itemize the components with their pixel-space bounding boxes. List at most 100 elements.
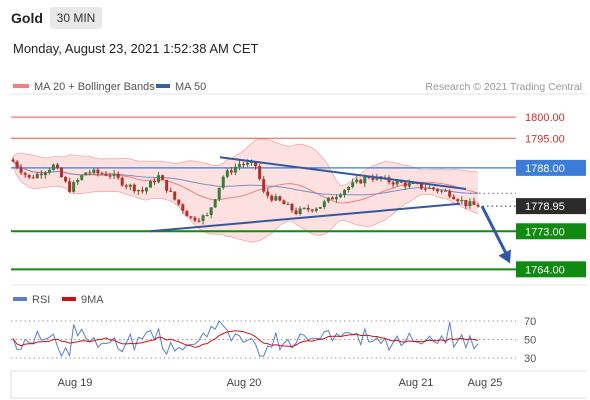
level-label: 1778.95 [525, 201, 565, 213]
candle-body [193, 217, 197, 221]
time-axis-label: Aug 20 [227, 377, 262, 389]
candle-body [258, 166, 262, 180]
candle-body [241, 163, 245, 165]
candle-body [343, 190, 347, 196]
candle-body [201, 215, 205, 221]
triangle-upper-trendline [219, 156, 467, 190]
candle-body [444, 190, 448, 192]
triangle-lower-trendline [149, 202, 461, 233]
candle-body [140, 189, 144, 192]
candle-body [262, 179, 266, 192]
forecast-arrow [480, 205, 509, 256]
legend-rsi-label: RSI [32, 294, 50, 306]
legend-9ma-label: 9MA [81, 294, 104, 306]
candle-body [427, 187, 431, 189]
price-level-labels: 1800.00 1795.00 1788.00 1778.95 1773.00 1764.… [516, 112, 586, 278]
candle-body [290, 203, 294, 211]
candle-body [189, 216, 193, 218]
candle-body [157, 175, 161, 183]
candle-body [84, 172, 88, 176]
candle-body [229, 170, 233, 173]
candle-body [310, 209, 314, 211]
candle-body [464, 199, 468, 207]
candle-body [278, 196, 282, 201]
legend-rsi-swatch [13, 297, 27, 301]
bollinger-band-fill [13, 139, 478, 243]
candle-body [165, 179, 169, 191]
candle-body [270, 195, 274, 201]
candle-body [68, 181, 72, 192]
candle-body [112, 173, 116, 176]
candle-body [217, 187, 221, 200]
candle-body [298, 208, 302, 215]
candle-body [88, 172, 92, 174]
candle-body [64, 177, 68, 182]
legend-9ma-swatch [62, 297, 76, 301]
rsi-tick-label: 70 [524, 316, 536, 328]
candle-body [355, 179, 359, 183]
chart-datetime: Monday, August 23, 2021 1:52:38 AM CET [13, 41, 259, 56]
legend-bollinger-label: MA 20 + Bollinger Bands [34, 81, 155, 93]
time-axis-label: Aug 19 [58, 377, 93, 389]
candle-body [19, 167, 23, 173]
candle-body [116, 173, 120, 178]
candle-body [318, 207, 322, 209]
candle-body [197, 220, 201, 222]
candle-body [246, 162, 250, 165]
candle-body [403, 182, 407, 187]
candle-body [169, 190, 173, 192]
candle-body [254, 161, 258, 167]
candle-body [440, 190, 444, 192]
candle-body [294, 210, 298, 215]
candle-body [371, 177, 375, 180]
candle-body [23, 172, 27, 175]
watermark: Research © 2021 Trading Central [425, 81, 582, 93]
candle-body [39, 173, 43, 176]
candle-body [205, 215, 209, 217]
candle-body [225, 170, 229, 177]
legend-bollinger-swatch [13, 84, 29, 88]
candle-body [43, 172, 47, 176]
candle-body [423, 188, 427, 190]
candle-body [274, 196, 278, 201]
candle-body [351, 182, 355, 187]
level-label-box [516, 159, 586, 176]
candle-body [104, 173, 108, 176]
forecast-arrow-head [498, 249, 512, 264]
top-bar: Gold 30 MIN [0, 0, 590, 36]
timeframe-button[interactable]: 30 MIN [50, 7, 102, 29]
candle-body [266, 191, 270, 196]
candle-body [177, 199, 181, 205]
candle-body [31, 177, 35, 179]
candle-body [136, 189, 140, 192]
level-label: 1795.00 [525, 133, 565, 145]
rsi-9ma-line [12, 330, 479, 348]
candle-body [27, 174, 31, 178]
candle-body [80, 175, 84, 180]
candle-body [314, 208, 318, 211]
price-levels [11, 116, 516, 271]
symbol-title: Gold [11, 10, 43, 26]
legend-ma50-label: MA 50 [175, 81, 206, 93]
candle-body [452, 196, 456, 200]
rsi-tick-label: 50 [524, 335, 536, 347]
time-axis-label: Aug 21 [399, 377, 434, 389]
candle-body [144, 187, 148, 192]
candle-body [334, 197, 338, 200]
level-label: 1800.00 [525, 112, 565, 124]
candle-body [407, 183, 411, 187]
level-label: 1773.00 [525, 226, 565, 238]
candle-body [35, 173, 39, 179]
candle-body [100, 173, 104, 175]
rsi-axis: 70 50 30 [11, 316, 536, 365]
level-label-box [516, 198, 586, 215]
candle-body [282, 200, 286, 205]
candle-body [391, 182, 395, 185]
candle-body [250, 161, 254, 163]
candle-body [108, 175, 112, 177]
candle-body [233, 166, 237, 173]
bollinger-lower-band [12, 166, 479, 243]
rsi-line [12, 320, 479, 358]
candle-body [92, 169, 96, 174]
candle-body [96, 169, 100, 174]
